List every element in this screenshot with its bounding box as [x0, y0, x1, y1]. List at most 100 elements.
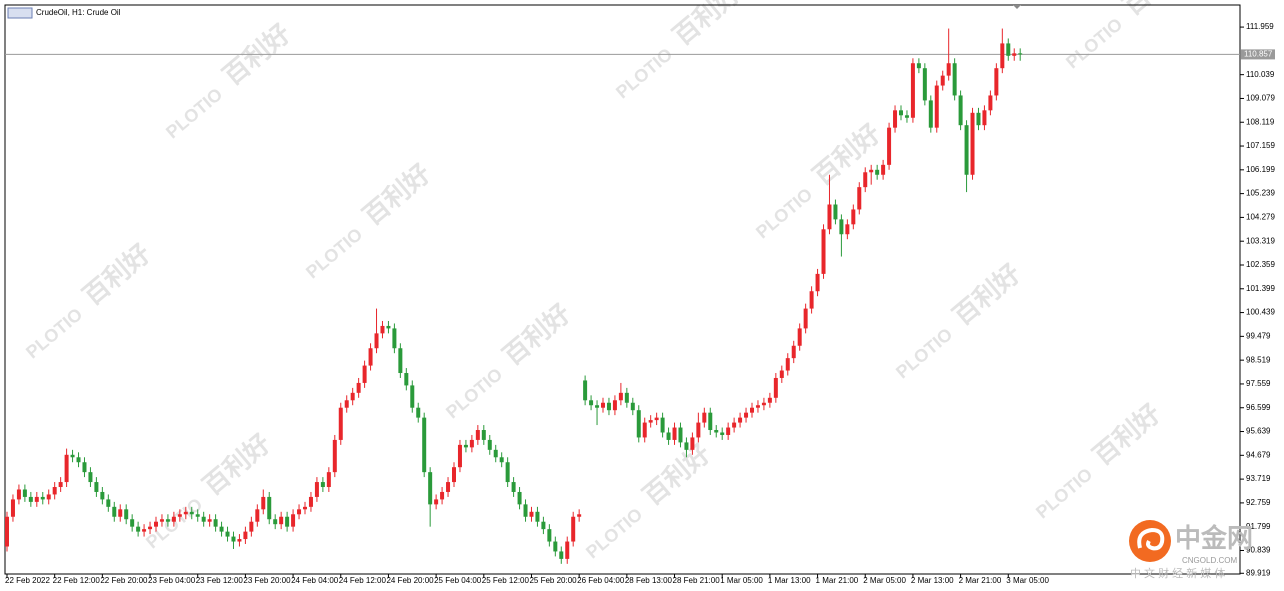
candle-body: [88, 472, 93, 483]
candle-body: [159, 519, 164, 522]
candle-body: [142, 529, 147, 532]
candle-body: [827, 204, 832, 230]
candle-body: [64, 454, 69, 483]
candle-body: [922, 68, 927, 101]
x-tick-label: 3 Mar 05:00: [1006, 576, 1049, 585]
candle-body: [821, 229, 826, 274]
x-tick-label: 25 Feb 12:00: [482, 576, 530, 585]
candle-body: [344, 400, 349, 408]
candle-body: [624, 392, 629, 403]
candle-body: [839, 219, 844, 235]
candle-body: [183, 511, 188, 515]
candle-body: [171, 516, 176, 522]
candle-body: [165, 519, 170, 522]
candle-body: [398, 348, 403, 374]
candle-body: [189, 511, 194, 515]
x-tick-label: 26 Feb 04:00: [577, 576, 625, 585]
chart-icon: [7, 7, 33, 19]
candle-body: [654, 417, 659, 421]
candle-body: [201, 516, 206, 522]
x-tick-label: 2 Mar 13:00: [911, 576, 954, 585]
candle-body: [326, 472, 331, 488]
candle-body: [1006, 43, 1011, 56]
candle-body: [845, 224, 850, 235]
candle-body: [428, 472, 433, 505]
candle-body: [767, 397, 772, 403]
candle-body: [750, 407, 754, 413]
candle-body: [601, 402, 605, 408]
candle-body: [708, 412, 713, 431]
candle-body: [833, 204, 838, 220]
candle-body: [785, 358, 790, 371]
candle-body: [702, 412, 707, 423]
candle-body: [493, 449, 498, 458]
candle-body: [457, 444, 462, 468]
candle-body: [511, 482, 516, 492]
candle-body: [517, 491, 522, 505]
candle-body: [851, 209, 856, 225]
candle-body: [678, 427, 683, 443]
candle-body: [732, 422, 737, 428]
candle-body: [487, 439, 492, 450]
candle-body: [666, 432, 671, 440]
candle-body: [505, 462, 510, 483]
candle-body: [589, 400, 594, 406]
y-tick-label: 99.479: [1246, 331, 1271, 340]
candle-body: [583, 380, 588, 401]
candle-body: [571, 516, 576, 542]
candle-body: [529, 511, 534, 517]
candle-body: [803, 308, 808, 329]
candle-body: [577, 514, 582, 517]
y-tick-label: 100.439: [1246, 308, 1275, 317]
x-tick-label: 23 Feb 04:00: [148, 576, 196, 585]
candle-body: [177, 514, 182, 517]
plot-frame: [4, 4, 1241, 575]
candle-body: [350, 392, 355, 401]
y-tick-label: 90.839: [1246, 546, 1271, 555]
candle-body: [374, 333, 379, 349]
y-tick-label: 91.799: [1246, 522, 1271, 531]
candle-body: [791, 345, 796, 359]
candle-body: [94, 482, 99, 492]
candle-body: [976, 112, 981, 126]
candle-body: [559, 551, 564, 559]
x-tick-label: 24 Feb 12:00: [339, 576, 387, 585]
x-tick-label: 22 Feb 12:00: [53, 576, 101, 585]
candle-body: [928, 100, 933, 128]
candle-body: [869, 169, 874, 173]
y-tick-label: 92.759: [1246, 498, 1271, 507]
candle-body: [106, 499, 111, 507]
candle-body: [893, 110, 898, 128]
candle-body: [612, 400, 617, 411]
candle-body: [392, 328, 397, 349]
candle-body: [684, 442, 689, 450]
candle-body: [875, 169, 880, 175]
candle-body: [148, 526, 153, 530]
candle-body: [231, 536, 236, 542]
y-tick-label: 110.039: [1246, 70, 1275, 79]
candle-body: [815, 273, 820, 292]
candle-body: [475, 430, 480, 440]
logo-circle: [1129, 520, 1171, 562]
candle-body: [52, 487, 57, 495]
x-tick-label: 25 Feb 20:00: [529, 576, 577, 585]
candle-body: [809, 291, 814, 309]
candle-body: [952, 63, 957, 96]
logo-name: 中金网: [1175, 523, 1253, 553]
candle-body: [70, 454, 75, 458]
candle-body: [362, 365, 367, 383]
candle-body: [219, 526, 224, 532]
candle-body: [422, 417, 427, 473]
candle-body: [595, 405, 600, 408]
candle-body: [934, 85, 939, 128]
candle-body: [207, 519, 212, 522]
y-tick-label: 102.359: [1246, 260, 1275, 269]
candle-body: [970, 112, 975, 175]
candle-body: [40, 496, 45, 500]
candle-body: [261, 496, 266, 510]
candle-body: [82, 462, 87, 473]
candle-body: [237, 539, 242, 542]
x-tick-label: 23 Feb 12:00: [196, 576, 244, 585]
candle-body: [958, 95, 963, 126]
